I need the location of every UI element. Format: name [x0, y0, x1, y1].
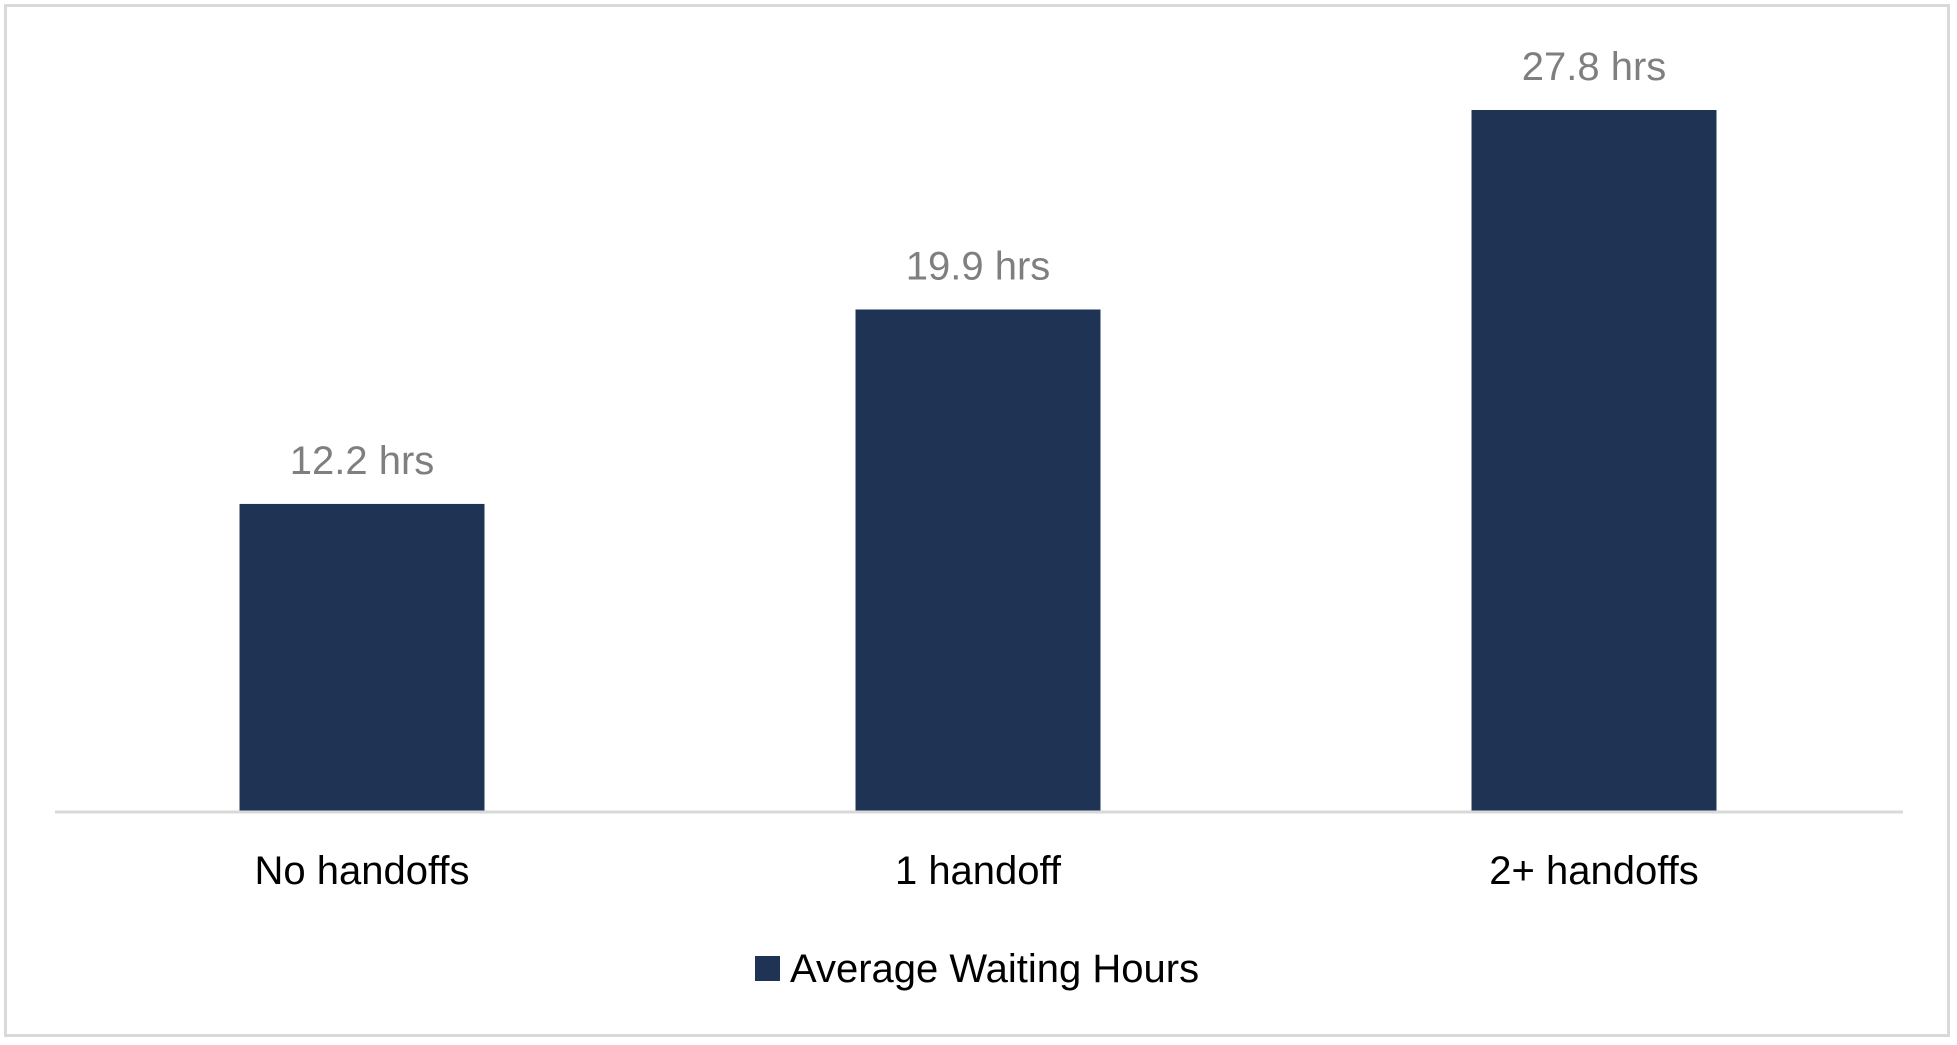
legend-swatch: [755, 956, 780, 981]
x-tick-label: No handoffs: [255, 849, 470, 893]
bar-no-handoffs: [239, 503, 485, 812]
bars-group: [239, 110, 1717, 812]
legend-label: Average Waiting Hours: [790, 947, 1199, 991]
x-tick-label: 1 handoff: [895, 849, 1062, 893]
data-label: 12.2 hrs: [290, 439, 435, 483]
bar-2-handoffs: [1471, 110, 1717, 812]
data-label: 27.8 hrs: [1522, 45, 1667, 89]
bar-1-handoff: [855, 309, 1101, 812]
data-label: 19.9 hrs: [906, 244, 1051, 288]
category-labels-group: No handoffs 1 handoff 2+ handoffs: [255, 849, 1699, 893]
data-labels-group: 12.2 hrs 19.9 hrs 27.8 hrs: [290, 45, 1667, 483]
x-tick-label: 2+ handoffs: [1489, 849, 1698, 893]
legend: Average Waiting Hours: [755, 947, 1199, 991]
